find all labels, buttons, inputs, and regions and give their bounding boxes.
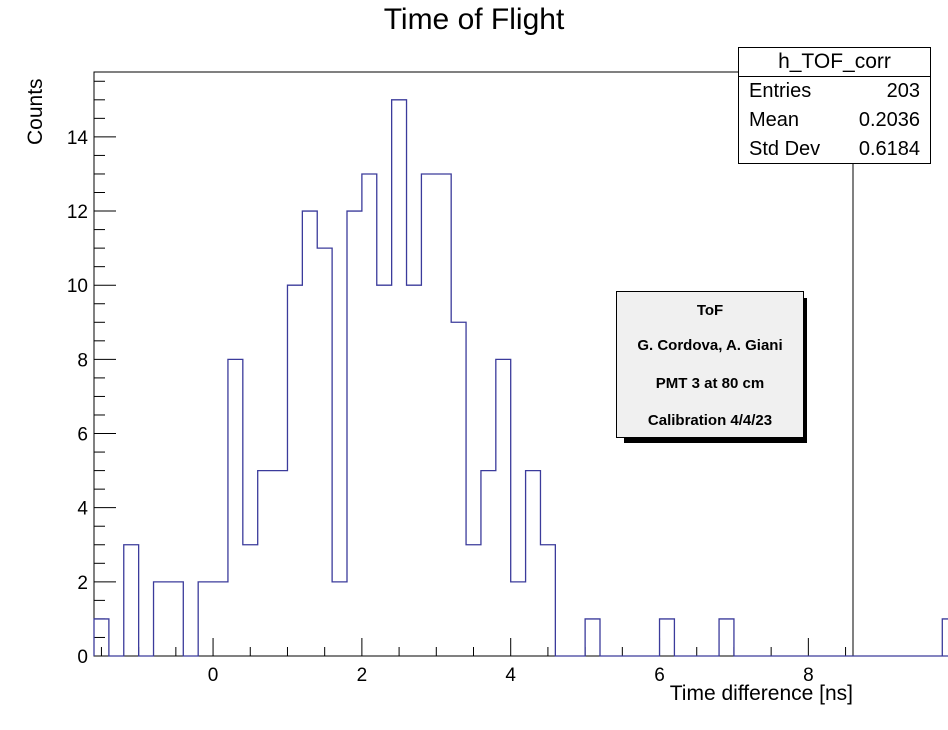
histogram-bin <box>213 582 228 656</box>
histogram-bin <box>347 211 362 656</box>
histogram-bin <box>660 619 675 656</box>
histogram-bin <box>124 545 139 656</box>
y-tick-label: 14 <box>67 128 89 149</box>
stats-row-stddev: Std Dev 0.6184 <box>739 135 930 164</box>
histogram-bin <box>719 619 734 656</box>
histogram-bin <box>407 285 422 656</box>
stats-entries-value: 203 <box>886 80 920 102</box>
annotation-line-calibration: Calibration 4/4/23 <box>647 412 773 429</box>
histogram-bin <box>302 211 317 656</box>
histogram-bin <box>585 619 600 656</box>
histogram-bin <box>451 322 466 656</box>
histogram-bin <box>154 582 169 656</box>
histogram-bin <box>496 359 511 656</box>
histogram-bin <box>511 582 526 656</box>
y-tick-label: 10 <box>67 276 88 297</box>
x-tick-label: 8 <box>803 665 814 686</box>
histogram-bin <box>332 582 347 656</box>
x-tick-label: 4 <box>505 665 516 686</box>
annotation-box: ToF G. Cordova, A. Giani PMT 3 at 80 cm … <box>616 291 804 438</box>
y-tick-label: 12 <box>67 202 88 223</box>
y-tick-label: 4 <box>77 499 88 520</box>
stats-stddev-value: 0.6184 <box>858 138 920 160</box>
y-tick-label: 0 <box>77 647 88 668</box>
histogram-bin <box>942 619 948 656</box>
histogram-bin <box>392 100 407 656</box>
histogram-bin <box>198 582 213 656</box>
histogram-bin <box>258 471 273 656</box>
chart-title: Time of Flight <box>383 3 565 36</box>
histogram-bin <box>228 359 243 656</box>
histogram-bin <box>540 545 555 656</box>
stats-histogram-name: h_TOF_corr <box>739 48 930 77</box>
stats-entries-label: Entries <box>749 80 812 102</box>
stats-row-entries: Entries 203 <box>739 77 930 106</box>
histogram-bin <box>362 174 377 656</box>
histogram-bin <box>526 471 541 656</box>
histogram-bin <box>273 471 288 656</box>
x-tick-label: 6 <box>654 665 665 686</box>
histogram-bin <box>466 545 481 656</box>
histogram-bin <box>481 471 496 656</box>
annotation-line-pmt: PMT 3 at 80 cm <box>655 375 765 392</box>
y-axis-label: Counts <box>24 78 47 145</box>
histogram-bin <box>377 285 392 656</box>
histogram-bin <box>168 582 183 656</box>
histogram-outline <box>93 99 948 657</box>
x-tick-label: 2 <box>357 665 368 686</box>
histogram-bin <box>317 248 332 656</box>
stats-row-mean: Mean 0.2036 <box>739 106 930 135</box>
y-tick-label: 6 <box>77 425 88 446</box>
stats-mean-value: 0.2036 <box>858 109 920 131</box>
histogram-bin <box>436 174 451 656</box>
y-tick-label: 2 <box>77 573 88 594</box>
stats-box: h_TOF_corr Entries 203 Mean 0.2036 Std D… <box>738 47 931 164</box>
histogram-bin <box>243 545 258 656</box>
x-axis-label: Time difference [ns] <box>669 682 853 705</box>
histogram-bin <box>421 174 436 656</box>
y-tick-label: 8 <box>77 350 88 371</box>
annotation-line-authors: G. Cordova, A. Giani <box>637 337 783 354</box>
histogram-bin <box>287 285 302 656</box>
stats-mean-label: Mean <box>749 109 800 131</box>
x-tick-label: 0 <box>208 665 219 686</box>
annotation-line-title: ToF <box>696 302 724 319</box>
stats-stddev-label: Std Dev <box>749 138 821 160</box>
